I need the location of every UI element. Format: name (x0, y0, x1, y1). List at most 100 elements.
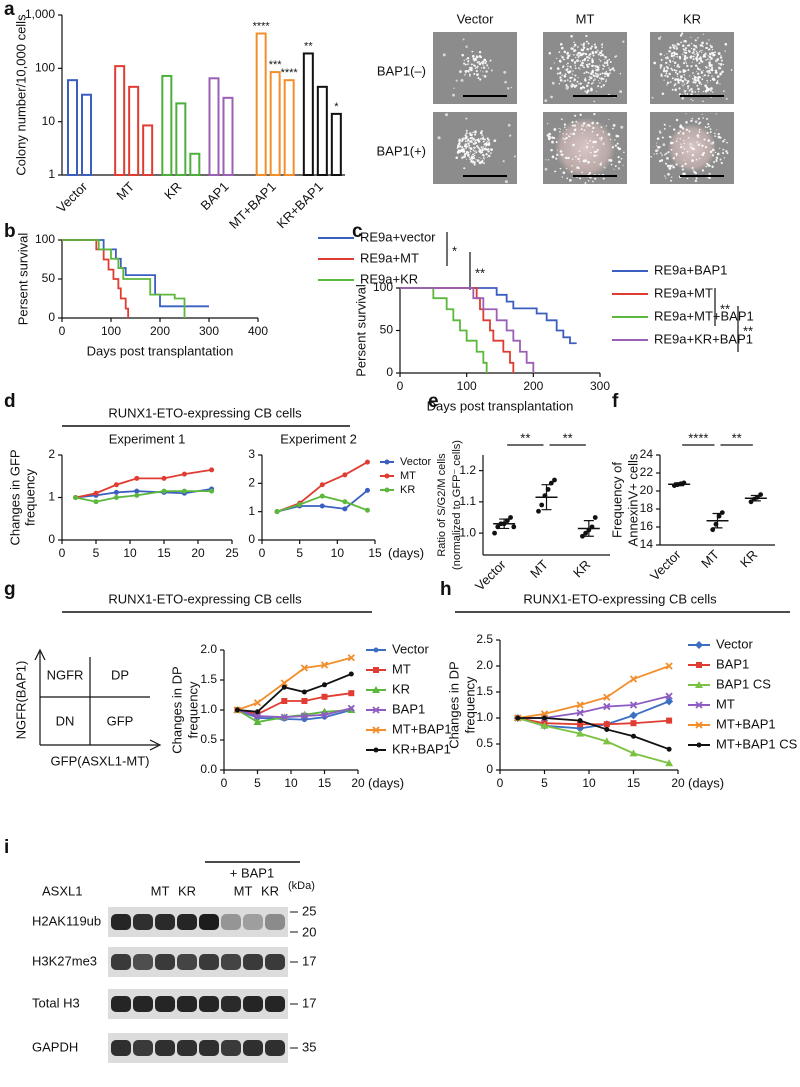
marker (280, 679, 288, 687)
cell (468, 144, 470, 147)
cell (680, 76, 683, 79)
legend-label: RE9a+BAP1 (654, 262, 727, 277)
cell (686, 56, 689, 59)
cell (687, 44, 691, 47)
cell (680, 143, 682, 145)
cell (701, 78, 704, 81)
marker (602, 737, 611, 745)
blot-band (111, 954, 131, 970)
cell (672, 157, 675, 160)
cell (485, 153, 488, 156)
cell (676, 42, 680, 46)
cell (710, 64, 713, 67)
blot-band (199, 914, 219, 930)
cell (609, 138, 612, 141)
series-line (400, 287, 535, 373)
cell (486, 156, 488, 158)
cell (683, 77, 686, 79)
cell (660, 152, 662, 154)
marker (665, 692, 673, 700)
blot-band (199, 996, 219, 1012)
cell (708, 61, 711, 65)
cell (706, 79, 708, 82)
cell (709, 89, 712, 92)
cell (685, 51, 688, 54)
y-tick-label: 1.1 (459, 494, 476, 508)
cell (696, 84, 699, 87)
cell (677, 79, 680, 82)
cell (465, 132, 468, 135)
cell (474, 139, 477, 142)
debris (605, 125, 608, 127)
cell (610, 163, 613, 166)
debris (602, 142, 606, 146)
cell (573, 77, 575, 79)
cell (721, 71, 723, 73)
cell (478, 61, 480, 63)
significance-label: * (452, 243, 457, 258)
marker (604, 726, 610, 732)
cell (482, 71, 484, 73)
cell (609, 68, 612, 72)
cell (483, 58, 487, 62)
cell (726, 141, 728, 144)
significance-label: ** (520, 430, 530, 445)
cell (565, 63, 567, 65)
y-tick-label: 0 (248, 532, 255, 546)
cell (585, 56, 589, 59)
cell (567, 54, 570, 58)
x-tick-label: 0 (259, 546, 266, 560)
cell (465, 129, 468, 132)
cell (579, 60, 581, 62)
cell (560, 46, 564, 50)
cell (606, 64, 609, 67)
cell (675, 56, 677, 58)
blot-row-label: GAPDH (32, 1039, 78, 1054)
cell (483, 138, 486, 141)
x-tick-label: 100 (101, 324, 121, 338)
cell (580, 53, 583, 57)
significance-label: ** (732, 430, 742, 445)
marker (384, 487, 390, 493)
quadrant-axis-label: NGFR(BAP1) (13, 661, 28, 740)
cell (665, 61, 668, 65)
data-point (552, 477, 557, 483)
cell (701, 41, 704, 44)
y-axis-label: frequency (22, 468, 37, 526)
debris (675, 46, 678, 49)
cell (707, 74, 710, 77)
debris (718, 147, 721, 150)
cell (571, 83, 574, 86)
cell (477, 76, 480, 79)
cell (666, 67, 670, 70)
cell (716, 58, 720, 61)
debris (550, 95, 553, 99)
cell (671, 88, 674, 91)
series-line (400, 287, 577, 345)
cell (664, 74, 667, 77)
cell (712, 78, 716, 81)
cell (655, 145, 657, 147)
debris (546, 122, 549, 125)
marker (253, 718, 262, 725)
cell (680, 125, 683, 129)
cell (693, 75, 697, 79)
cell (691, 166, 694, 170)
cell (472, 156, 476, 160)
cell (711, 66, 714, 69)
cell (567, 65, 569, 67)
marker (666, 717, 673, 724)
panel-label: a (4, 0, 15, 20)
cell (720, 161, 723, 164)
cell (673, 65, 675, 67)
cell (468, 132, 471, 135)
cell (673, 57, 675, 59)
cell (668, 167, 672, 170)
cell (699, 44, 702, 47)
cell (588, 171, 591, 175)
cell (476, 61, 479, 64)
cell (573, 46, 575, 48)
cell (611, 67, 614, 70)
cell (674, 71, 677, 74)
cell (660, 58, 663, 61)
